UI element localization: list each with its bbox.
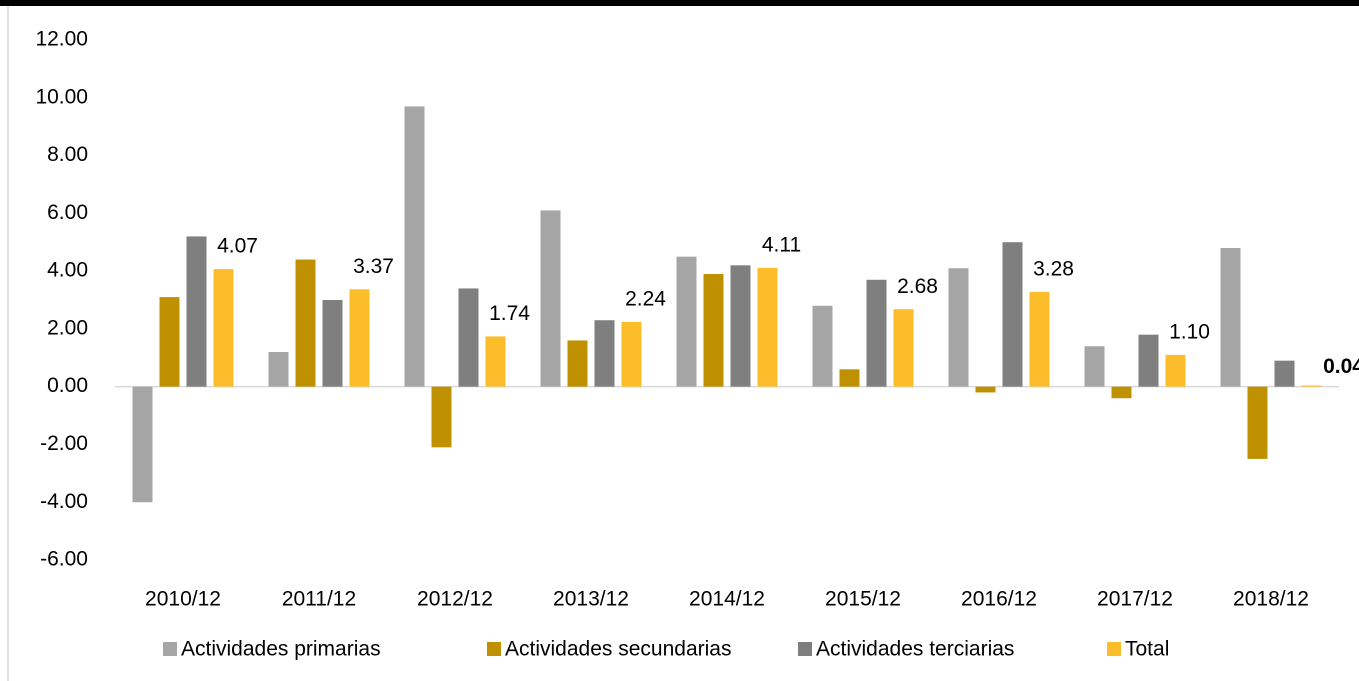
x-tick-label: 2015/12 [825, 588, 901, 611]
y-tick-label: 2.00 [47, 316, 88, 339]
bar [322, 300, 343, 387]
data-label: 4.11 [762, 233, 801, 256]
bar [893, 309, 914, 387]
bar [1165, 354, 1186, 387]
bar [268, 352, 289, 387]
bar [132, 386, 153, 503]
legend-label: Actividades terciarias [816, 638, 1014, 661]
bar [458, 288, 479, 387]
legend-swatch [487, 642, 501, 656]
x-tick-label: 2014/12 [689, 588, 765, 611]
legend-swatch [163, 642, 177, 656]
x-tick-label: 2011/12 [282, 588, 356, 611]
bar [1084, 346, 1105, 387]
x-tick-label: 2018/12 [1233, 588, 1309, 611]
x-tick-label: 2016/12 [961, 588, 1037, 611]
bar [730, 265, 751, 387]
data-label: 1.74 [489, 302, 530, 325]
y-tick-label: 0.00 [47, 374, 88, 397]
bar [567, 340, 588, 387]
data-label: 2.68 [897, 275, 938, 298]
bar [404, 106, 425, 387]
y-tick-label: 8.00 [47, 143, 88, 166]
bar [1138, 334, 1159, 387]
y-tick-label: -4.00 [40, 490, 88, 513]
y-tick-label: 4.00 [47, 259, 88, 282]
y-tick-label: 12.00 [35, 28, 88, 51]
bar [213, 269, 234, 387]
bar [621, 321, 642, 387]
x-tick-label: 2010/12 [145, 588, 221, 611]
legend-label: Total [1125, 638, 1169, 661]
bar [295, 259, 316, 387]
bar [1111, 386, 1132, 399]
data-label: 0.04 [1323, 355, 1359, 378]
y-tick-label: 10.00 [35, 85, 88, 108]
bar [431, 386, 452, 448]
bar [839, 369, 860, 387]
y-tick-label: -2.00 [40, 432, 88, 455]
legend-swatch [798, 642, 812, 656]
bar [1247, 386, 1268, 459]
x-tick-label: 2013/12 [553, 588, 629, 611]
bar [975, 386, 996, 393]
bar [1029, 291, 1050, 387]
data-label: 2.24 [625, 288, 666, 311]
bar [676, 256, 697, 387]
bar [703, 274, 724, 387]
bar [948, 268, 969, 387]
bar [1002, 242, 1023, 387]
bar [1301, 385, 1322, 387]
y-tick-label: 6.00 [47, 201, 88, 224]
bar [757, 267, 778, 387]
bar [485, 336, 506, 387]
bar [540, 210, 561, 387]
legend-label: Actividades secundarias [505, 638, 731, 661]
bar [186, 236, 207, 387]
data-label: 3.28 [1033, 257, 1074, 280]
bar [1220, 248, 1241, 387]
bar [866, 279, 887, 387]
bar [1274, 360, 1295, 387]
y-tick-label: -6.00 [40, 548, 88, 571]
x-tick-label: 2012/12 [417, 588, 493, 611]
bar [349, 289, 370, 387]
x-tick-label: 2017/12 [1097, 588, 1173, 611]
data-label: 1.10 [1169, 320, 1210, 343]
clipped-header [0, 0, 1359, 6]
bar [594, 320, 615, 387]
data-label: 3.37 [353, 255, 394, 278]
legend-label: Actividades primarias [181, 638, 381, 661]
bar [159, 297, 180, 387]
bar [812, 305, 833, 387]
legend-swatch [1107, 642, 1121, 656]
data-label: 4.07 [217, 235, 258, 258]
